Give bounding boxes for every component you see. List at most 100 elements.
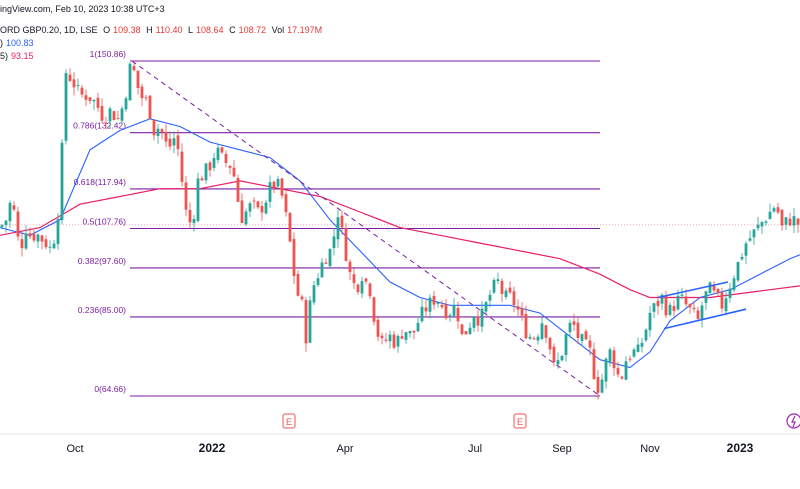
candle-body [768,211,772,220]
candle-body [108,108,112,122]
candle-body [612,350,616,369]
candle-body [752,229,756,238]
fib-label-0: 1(150.86) [90,49,127,59]
ma50-value: 100.83 [6,38,34,48]
candle-body [84,95,88,100]
candle-body [88,97,92,102]
earnings-marker-1 [513,413,527,429]
candle-body [232,167,236,177]
x-tick-label-3: Jul [468,443,482,455]
ma200-value: 93.15 [11,51,34,61]
ma200-prefix: 5) [0,51,9,61]
candle-body [76,84,80,86]
ma200-line [0,180,800,299]
candle-body [444,304,448,319]
candle-body [712,285,716,291]
candle-body [564,334,568,355]
x-tick-label-6: 2023 [727,441,754,455]
candle-body [104,122,108,124]
candle-body [560,355,564,361]
candle-body [288,212,292,242]
low-value: 108.64 [196,25,224,35]
x-axis: Oct 2022 Apr Jul Sep Nov 2023 [0,433,800,455]
channel-lower-line [663,308,747,330]
candle-body [596,376,600,393]
candle-body [360,281,364,294]
candle-body [412,330,416,333]
candle-body [760,222,764,227]
candle-body [180,151,184,182]
candle-body [464,331,468,335]
candle-body [440,304,444,308]
candle-body [696,310,700,319]
candle-body [568,322,572,333]
candle-body [380,335,384,339]
candle-body [504,290,508,297]
ma50-path [0,118,800,369]
candle-body [576,322,580,338]
candle-body [496,279,500,282]
candle-body [452,305,456,316]
candle-body [8,202,12,222]
candle-body [28,233,32,237]
candle-body [136,70,140,89]
candle-body [536,336,540,341]
candle-body [460,324,464,334]
candle-body [652,303,656,312]
candle-body [248,203,252,212]
candle-body [172,138,176,146]
candle-body [620,376,624,379]
candle-body [604,358,608,382]
candle-body [156,128,160,137]
header-line-2: ORD GBP0.20, 1D, LSE O 109.38 H 110.40 L 10… [0,25,325,35]
candle-body [784,217,788,225]
candle-body [792,216,796,226]
candles [0,62,800,400]
candle-body [456,308,460,322]
candle-body [400,336,404,339]
candle-body [716,288,720,294]
candle-body [352,274,356,284]
ma50-line [0,118,800,369]
candle-body [356,284,360,293]
candle-body [188,209,192,223]
candle-body [488,294,492,301]
candle-body [116,118,120,120]
candle-body [668,304,672,315]
candle-body [16,211,20,237]
candle-body [92,99,96,102]
candle-body [508,287,512,293]
candle-body [348,261,352,273]
candle-body [224,153,228,164]
fib-label-6: 0(64.66) [94,384,126,394]
candle-body [264,202,268,214]
candle-body [616,368,620,375]
candle-body [420,306,424,322]
candle-body [708,282,712,294]
close-label: C [229,25,236,35]
candle-body [772,208,776,212]
candle-body [4,220,8,226]
candle-body [740,257,744,260]
candle-body [160,129,164,132]
candle-body [392,334,396,348]
vol-label: Vol [271,25,285,35]
high-label: H [146,25,153,35]
header-symbol: ORD GBP0.20, 1D, LSE [0,25,98,35]
candle-body [384,339,388,341]
candle-body [680,294,684,296]
candle-body [736,261,740,281]
candle-body [776,207,780,213]
candle-body [252,200,256,202]
x-tick-label-1: 2022 [199,441,226,455]
candle-body [644,329,648,341]
candle-body [720,292,724,309]
candle-body [528,336,532,339]
x-tick-label-2: Apr [336,443,353,455]
fib-label-3: 0.5(107.76) [83,217,127,227]
candle-body [120,108,124,121]
candle-body [228,165,232,169]
candle-body [632,349,636,357]
open-label: O [103,25,111,35]
